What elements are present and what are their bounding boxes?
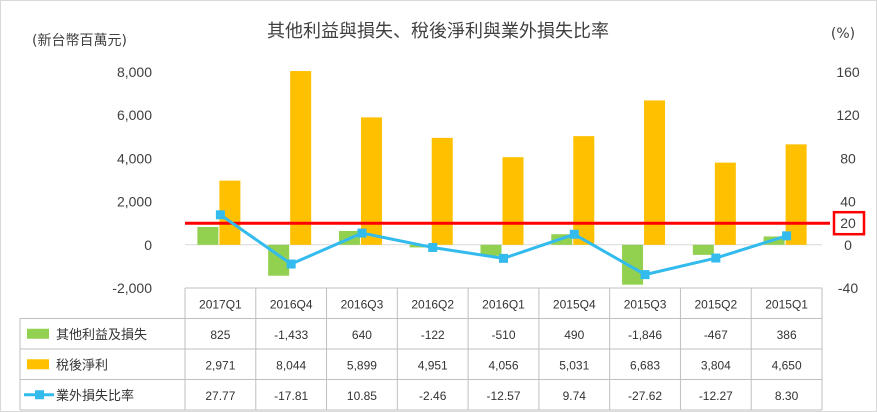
data-label: 490: [564, 328, 584, 342]
data-label: 640: [352, 328, 372, 342]
legend-key-marker: [35, 390, 44, 400]
bar-net-income-2016Q4: [290, 71, 312, 245]
legend-key-1: [27, 359, 49, 370]
data-label: 8.30: [775, 389, 799, 403]
data-label: -12.27: [699, 389, 733, 403]
bar-net-income-2016Q3: [360, 117, 382, 245]
data-label: 4,650: [772, 358, 802, 372]
data-label: 3,804: [701, 358, 731, 372]
y-right-tick: 160: [836, 64, 860, 80]
point-ratio-2016Q3: [357, 228, 367, 238]
y-left-tick: 8,000: [117, 64, 152, 80]
bar-other-gain-2016Q1: [480, 244, 502, 256]
data-label: 5,031: [559, 358, 589, 372]
y-right-tick: 120: [836, 107, 860, 123]
bar-net-income-2015Q3: [644, 100, 666, 245]
line-series-group: [215, 210, 792, 280]
bar-net-income-2015Q4: [573, 136, 595, 245]
data-label: -12.57: [486, 389, 520, 403]
data-label: -1,433: [274, 328, 308, 342]
data-label: -122: [421, 328, 445, 342]
axis-ticks-group: 8,000 6,000 4,000 2,000 0 -2,000 160 120 80 40 20 0…: [112, 64, 866, 296]
y-left-tick: 2,000: [117, 194, 152, 210]
legend-label: 其他利益及損失: [56, 328, 147, 343]
legend-key-0: [27, 328, 49, 339]
bar-net-income-2016Q2: [431, 137, 453, 245]
point-ratio-2015Q2: [711, 253, 721, 263]
y-right-tick: 40: [840, 194, 856, 210]
bar-other-gain-2015Q2: [692, 244, 714, 255]
x-category-label: 2015Q4: [553, 297, 596, 311]
x-category-label: 2016Q3: [341, 297, 384, 311]
x-category-label: 2016Q4: [270, 297, 313, 311]
point-ratio-2016Q1: [499, 253, 508, 263]
data-label: 386: [777, 328, 797, 342]
legend-label: 稅後淨利: [56, 358, 108, 373]
x-category-label: 2015Q1: [765, 297, 808, 311]
data-table: 2017Q1 2016Q4 2016Q3 2016Q2 2016Q1 2015Q4 2015…: [19, 287, 823, 411]
bar-net-income-2015Q1: [785, 144, 807, 245]
point-ratio-2017Q1: [215, 210, 225, 220]
y-axis-right-label: (%): [831, 26, 855, 42]
point-ratio-2016Q4: [286, 259, 296, 269]
point-ratio-2015Q4: [569, 229, 579, 239]
y-right-tick: -40: [838, 280, 858, 296]
data-label: -27.62: [628, 389, 662, 403]
y-axis-left-label: (新台幣百萬元): [32, 33, 127, 49]
data-label: 9.74: [563, 389, 587, 403]
y-right-tick: 0: [844, 237, 852, 253]
highlight-box-20: [832, 210, 866, 236]
point-ratio-2015Q1: [782, 231, 792, 241]
y-left-tick: 4,000: [117, 150, 152, 166]
x-category-label: 2016Q2: [411, 297, 454, 311]
x-category-label: 2015Q3: [624, 297, 667, 311]
data-label: -467: [704, 328, 728, 342]
bar-net-income-2016Q1: [502, 157, 524, 245]
data-label: 4,951: [418, 358, 448, 372]
x-category-label: 2016Q1: [482, 297, 525, 311]
chart-title: 其他利益與損失、稅後淨利與業外損失比率: [267, 21, 609, 42]
data-label: -1,846: [628, 328, 662, 342]
y-right-tick: 80: [840, 150, 856, 166]
y-left-tick: 0: [144, 237, 152, 253]
data-label: 4,056: [488, 358, 518, 372]
data-label: -510: [491, 328, 515, 342]
bar-other-gain-2017Q1: [197, 226, 219, 245]
data-label: 8,044: [276, 358, 306, 372]
data-label: 825: [210, 328, 230, 342]
x-category-label: 2017Q1: [199, 297, 242, 311]
data-label: 2,971: [205, 358, 235, 372]
data-label: -17.81: [274, 389, 308, 403]
data-label: 6,683: [630, 358, 660, 372]
data-label: 10.85: [347, 389, 377, 403]
y-left-tick: 6,000: [117, 107, 152, 123]
data-label: -2.46: [419, 389, 447, 403]
bar-other-gain-2015Q3: [622, 244, 644, 285]
point-ratio-2015Q3: [640, 270, 650, 280]
data-label: 27.77: [205, 389, 235, 403]
bar-net-income-2015Q2: [714, 162, 736, 245]
y-left-tick: -2,000: [112, 280, 152, 296]
y-right-tick: 20: [840, 215, 856, 231]
legend-label: 業外損失比率: [56, 388, 134, 404]
x-category-label: 2015Q2: [694, 297, 737, 311]
data-label: 5,899: [347, 358, 377, 372]
point-ratio-2016Q2: [428, 242, 438, 252]
bar-net-income-2017Q1: [219, 180, 241, 245]
